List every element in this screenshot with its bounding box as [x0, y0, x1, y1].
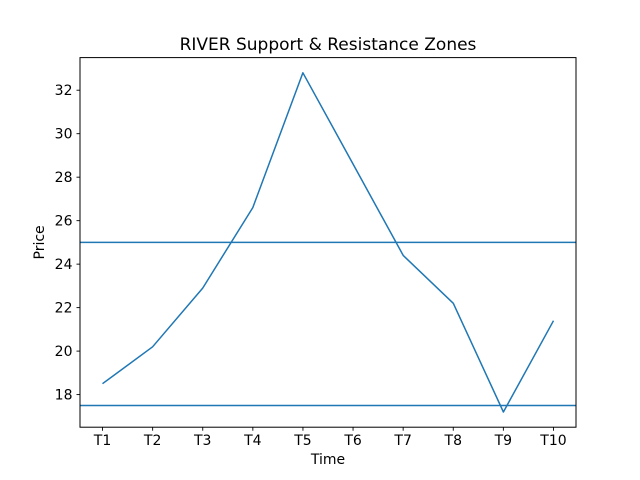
x-tick-label: T7	[393, 433, 411, 449]
y-axis-ticks: 18 20 22 24 26 28 30 32	[55, 83, 80, 404]
x-tick-label: T10	[539, 433, 566, 449]
plot-area	[80, 72, 576, 413]
y-tick-label: 30	[55, 127, 73, 143]
y-tick-label: 26	[55, 214, 73, 230]
x-axis-label: Time	[310, 452, 345, 468]
x-tick-label: T9	[494, 433, 512, 449]
y-tick-label: 28	[55, 170, 73, 186]
x-tick-label: T8	[444, 433, 462, 449]
y-tick-label: 18	[55, 388, 73, 404]
y-tick-label: 22	[55, 301, 73, 317]
x-tick-label: T4	[243, 433, 262, 449]
x-tick-label: T5	[293, 433, 311, 449]
y-tick-label: 20	[55, 344, 73, 360]
x-tick-label: T2	[143, 433, 161, 449]
x-axis-ticks: T1 T2 T3 T4 T5 T6 T7 T8 T9 T10	[93, 427, 567, 449]
x-tick-label: T1	[93, 433, 111, 449]
x-tick-label: T6	[343, 433, 362, 449]
axes-frame	[79, 57, 577, 428]
y-tick-label: 24	[55, 257, 73, 273]
y-axis-label: Price	[32, 225, 48, 259]
chart-title: RIVER Support & Resistance Zones	[180, 35, 477, 55]
y-tick-label: 32	[55, 83, 73, 99]
x-tick-label: T3	[193, 433, 211, 449]
price-line	[102, 72, 555, 413]
